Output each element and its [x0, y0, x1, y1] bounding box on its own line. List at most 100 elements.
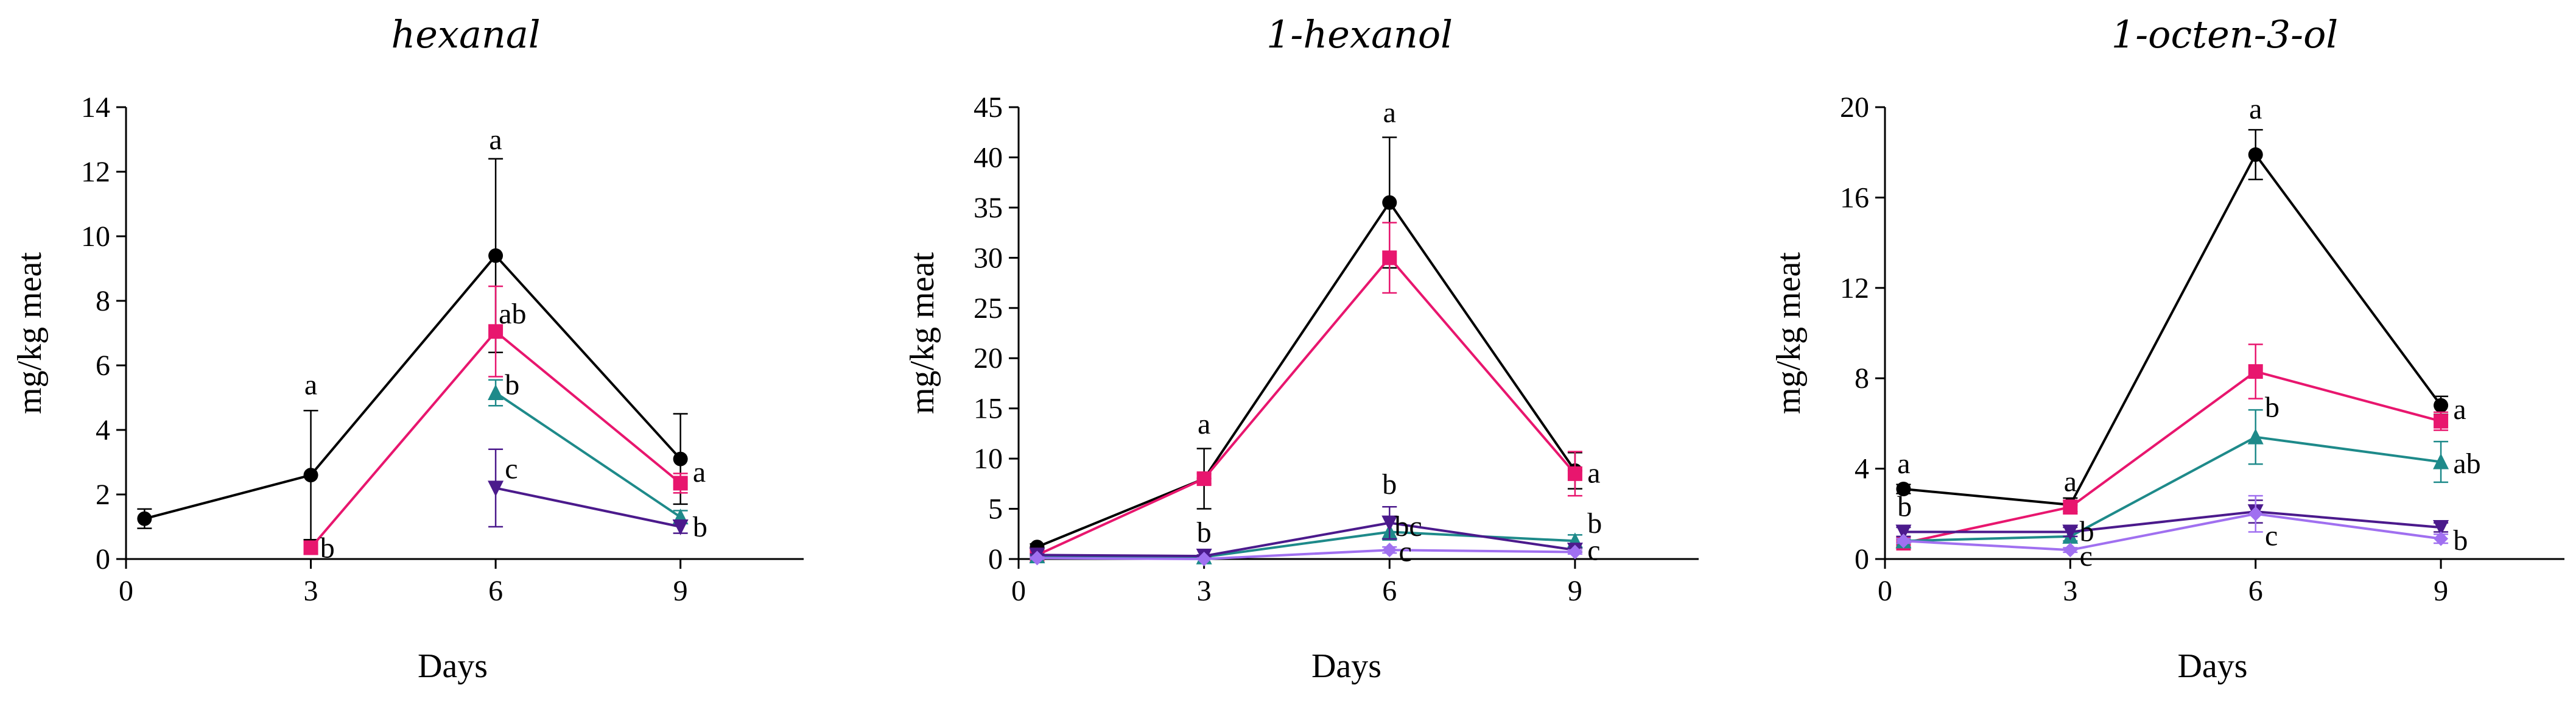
data-point	[673, 476, 688, 491]
data-point	[488, 324, 504, 339]
x-tick-label: 0	[119, 575, 133, 607]
significance-label: b	[1197, 516, 1212, 549]
series-black	[1896, 128, 2449, 513]
y-tick-label: 20	[974, 342, 1003, 375]
data-point	[2434, 413, 2449, 429]
y-tick-label: 4	[1855, 453, 1869, 485]
significance-label: c	[2265, 520, 2278, 552]
y-tick-label: 0	[96, 543, 110, 575]
data-point	[1896, 533, 1911, 549]
significance-label: b	[1897, 491, 1912, 523]
y-tick-label: 8	[96, 285, 110, 317]
series-line	[1903, 153, 2442, 506]
y-tick-label: 45	[974, 91, 1003, 124]
significance-label: a	[1587, 457, 1600, 490]
series-teal	[488, 379, 689, 525]
significance-label: b	[693, 511, 707, 543]
significance-label: c	[1399, 535, 1412, 568]
data-point	[488, 384, 504, 401]
y-tick-label: 5	[988, 493, 1003, 526]
significance-label: bc	[1394, 510, 1422, 543]
series-pink	[303, 285, 688, 555]
y-tick-label: 0	[1855, 543, 1869, 575]
data-point	[2062, 524, 2079, 541]
y-tick-label: 0	[988, 543, 1003, 575]
data-point	[2248, 147, 2263, 162]
x-tick-label: 0	[1011, 575, 1026, 607]
x-tick-label: 3	[2063, 575, 2077, 607]
y-tick-label: 15	[974, 393, 1003, 425]
series-line	[1037, 549, 1575, 560]
y-tick-label: 40	[974, 141, 1003, 174]
data-point	[2063, 543, 2078, 558]
significance-label: c	[1587, 535, 1600, 567]
series-line	[494, 392, 681, 518]
x-tick-label: 6	[488, 575, 503, 607]
y-axis-label: mg/kg meat	[904, 252, 941, 414]
data-point	[1567, 544, 1582, 560]
x-tick-label: 3	[304, 575, 318, 607]
significance-label: b	[2265, 391, 2279, 423]
significance-label: a	[2249, 93, 2262, 125]
data-point	[488, 480, 504, 497]
series-indigo	[1895, 499, 2449, 541]
panel-1-hexanol: 1-hexanol 0 5 10 15 20 25 30 35 40 45 0 3 6 9 Days mg/kg…	[904, 12, 1699, 685]
significance-label: b	[505, 369, 519, 401]
x-tick-label: 0	[1878, 575, 1892, 607]
data-point	[1382, 195, 1397, 210]
data-point	[2247, 428, 2264, 445]
y-tick-label: 12	[1840, 272, 1869, 304]
series-line	[495, 487, 681, 528]
series-pink	[1030, 222, 1582, 563]
data-point	[1030, 550, 1045, 566]
data-point	[1896, 481, 1911, 496]
significance-label: a	[2064, 466, 2077, 498]
x-axis-label: Days	[1311, 647, 1381, 685]
significance-label: ab	[2453, 448, 2480, 480]
y-axis-label: mg/kg meat	[11, 252, 49, 414]
data-point	[2433, 453, 2449, 470]
y-tick-label: 35	[974, 192, 1003, 224]
data-point	[303, 468, 318, 483]
x-tick-label: 9	[2434, 575, 2448, 607]
series-black	[1030, 136, 1582, 555]
y-tick-label: 20	[1840, 91, 1869, 124]
data-point	[2433, 520, 2449, 536]
data-point	[1567, 466, 1582, 481]
significance-label: a	[2453, 393, 2466, 426]
y-tick-label: 6	[96, 350, 110, 382]
data-point	[2248, 506, 2263, 521]
significance-label: b	[2453, 524, 2468, 557]
data-point	[2434, 398, 2449, 413]
series-line	[1036, 201, 1576, 549]
chart-title: 1-hexanol	[1266, 12, 1453, 57]
y-tick-label: 10	[81, 220, 110, 253]
data-point	[672, 519, 689, 535]
series-line	[144, 254, 682, 520]
data-point	[488, 248, 504, 263]
significance-label: a	[693, 456, 706, 488]
data-point	[673, 451, 688, 466]
series-indigo	[488, 448, 689, 535]
series-line	[1903, 435, 2441, 543]
series-line	[1903, 370, 2441, 544]
series-line	[1903, 512, 2441, 552]
data-point	[1196, 552, 1212, 566]
significance-label: b	[1587, 507, 1602, 540]
significance-label: a	[489, 124, 502, 156]
y-tick-label: 2	[96, 479, 110, 511]
y-tick-label: 25	[974, 292, 1003, 325]
significance-label: b	[2080, 515, 2094, 547]
x-tick-label: 6	[2248, 575, 2263, 607]
significance-label: a	[1383, 97, 1396, 129]
y-tick-label: 4	[96, 414, 110, 446]
chart-title: hexanal	[391, 12, 540, 57]
y-axis-label: mg/kg meat	[1770, 252, 1808, 414]
significance-label: b	[1382, 468, 1397, 501]
data-point	[303, 540, 318, 555]
significance-label: b	[320, 532, 335, 564]
significance-label: c	[505, 453, 518, 485]
y-tick-label: 10	[974, 443, 1003, 475]
data-point	[1382, 250, 1397, 266]
